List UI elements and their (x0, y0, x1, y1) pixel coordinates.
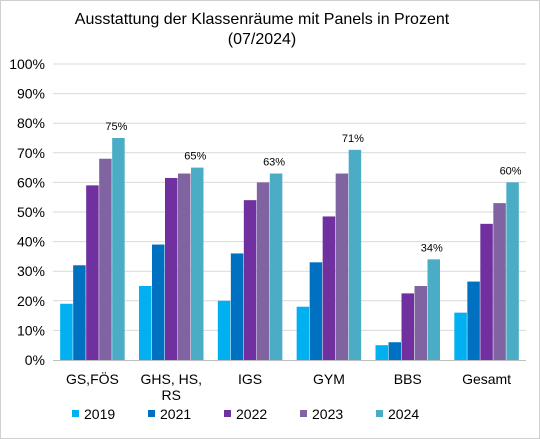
legend-swatch-2024 (376, 410, 383, 417)
bar-2024 (506, 182, 519, 360)
bars (60, 138, 519, 360)
bar-2023 (414, 286, 427, 360)
bar-2024 (269, 173, 283, 360)
data-label: 60% (500, 165, 522, 177)
y-tick-label: 40% (17, 234, 45, 250)
category-label: BBS (394, 371, 422, 387)
legend-swatch-2022 (224, 410, 231, 417)
gridlines (53, 63, 526, 331)
data-label: 65% (184, 151, 206, 163)
y-tick-label: 50% (17, 204, 45, 220)
bar-2019 (217, 300, 231, 360)
bar-2021 (467, 281, 480, 360)
y-tick-label: 80% (17, 115, 45, 131)
bar-2023 (99, 158, 112, 360)
category-label: GS,FÖS (66, 370, 119, 387)
bar-2019 (454, 312, 467, 360)
bar-2021 (73, 265, 86, 360)
bar-2021 (309, 262, 323, 360)
legend-swatch-2019 (72, 410, 79, 417)
data-label: 63% (263, 157, 285, 169)
y-tick-label: 60% (17, 174, 45, 190)
legend-label: 2019 (84, 406, 115, 422)
chart-title: Ausstattung der Klassenräume mit Panels … (75, 11, 450, 48)
y-tick-label: 100% (9, 56, 45, 72)
bar-2019 (60, 303, 73, 360)
legend-label: 2023 (312, 406, 343, 422)
bar-2023 (493, 203, 506, 360)
category-label: IGS (238, 371, 262, 387)
bar-2023 (256, 182, 270, 360)
data-label: 75% (105, 121, 127, 133)
y-tick-label: 20% (17, 293, 45, 309)
legend-swatch-2023 (300, 410, 307, 417)
legend-label: 2021 (160, 406, 191, 422)
category-labels: GS,FÖS GHS, HS,RS IGS GYM BBS Gesamt (66, 370, 511, 403)
bar-2019 (139, 286, 152, 360)
bar-2021 (152, 244, 165, 360)
bar-2024 (112, 138, 125, 360)
legend-label: 2022 (236, 406, 267, 422)
y-tick-label: 90% (17, 86, 45, 102)
legend: 2019 2021 2022 2023 2024 (72, 406, 419, 422)
bar-2022 (243, 200, 257, 360)
bar-2022 (86, 185, 99, 360)
bar-2022 (165, 177, 178, 360)
data-label: 34% (421, 242, 443, 254)
legend-swatch-2021 (148, 410, 155, 417)
legend-label: 2024 (388, 406, 419, 422)
category-label: GHS, HS, (141, 371, 202, 387)
bar-2022 (480, 223, 493, 360)
data-labels: 75% 65% 63% 71% 34% 60% (105, 121, 521, 254)
bar-2022 (322, 216, 336, 360)
y-tick-label: 30% (17, 263, 45, 279)
chart-title-line: (07/2024) (228, 31, 297, 48)
bar-2024 (427, 259, 440, 360)
bar-2024 (191, 167, 204, 360)
y-tick-label: 70% (17, 145, 45, 161)
y-tick-label: 0% (25, 352, 45, 368)
data-label: 71% (342, 133, 364, 145)
bar-2019 (375, 345, 388, 360)
category-label: RS (162, 387, 181, 403)
bar-2024 (348, 149, 362, 360)
bar-2019 (296, 306, 310, 360)
category-label: GYM (313, 371, 345, 387)
bar-2023 (335, 173, 349, 360)
bar-2021 (230, 253, 244, 360)
bar-2022 (401, 293, 414, 360)
y-tick-label: 10% (17, 322, 45, 338)
bar-2023 (178, 173, 191, 360)
category-label: Gesamt (462, 371, 511, 387)
y-axis-ticks: 0% 10% 20% 30% 40% 50% 60% 70% 80% 90% 100% (9, 56, 45, 368)
chart-title-line: Ausstattung der Klassenräume mit Panels … (75, 11, 450, 28)
bar-2021 (388, 342, 401, 360)
